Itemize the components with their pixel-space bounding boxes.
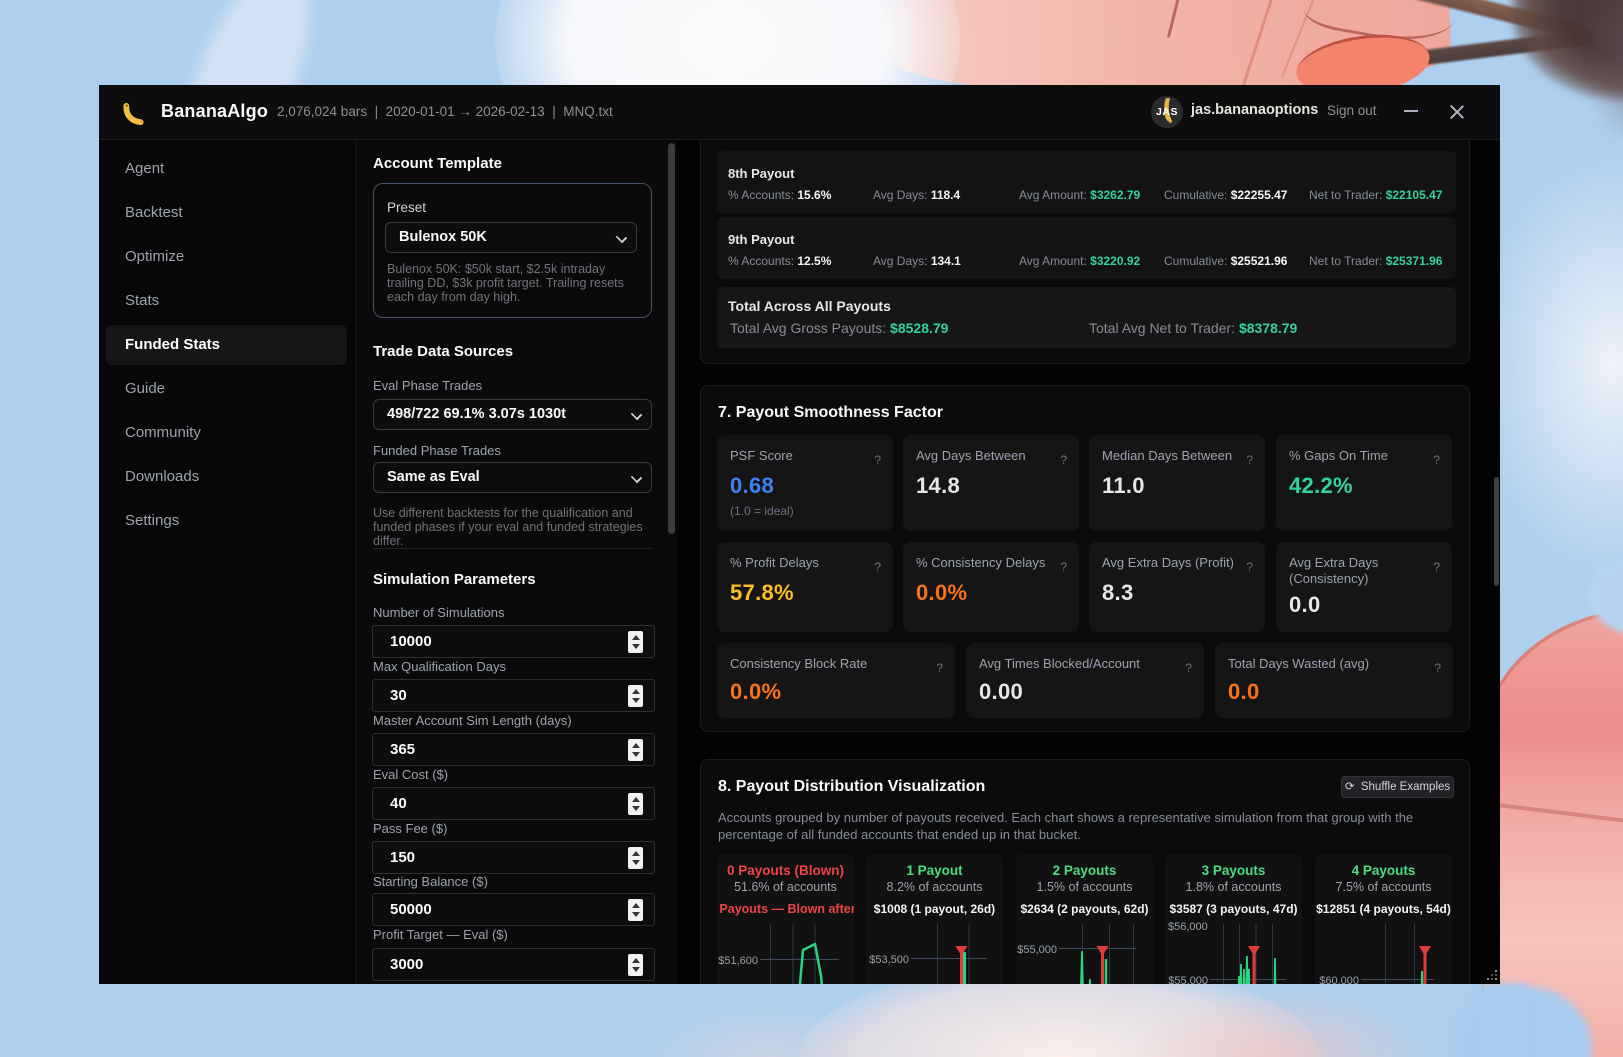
svg-text:$53,500: $53,500 (869, 954, 909, 966)
svg-text:$55,000: $55,000 (1168, 975, 1208, 984)
svg-text:$55,000: $55,000 (1017, 944, 1057, 956)
svg-text:$56,000: $56,000 (1168, 921, 1208, 933)
svg-text:$51,600: $51,600 (718, 955, 758, 967)
svg-text:$60,000: $60,000 (1319, 975, 1359, 984)
